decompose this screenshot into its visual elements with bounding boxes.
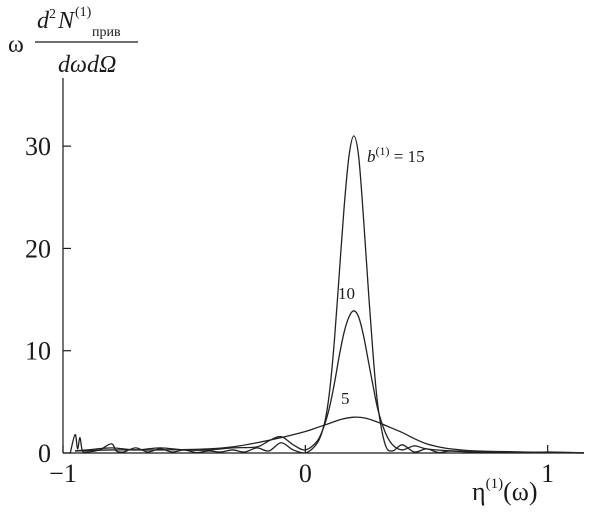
y-label-d: d <box>37 8 50 34</box>
y-tick-label: 0 <box>38 439 51 468</box>
annotation-b5: 5 <box>341 389 350 408</box>
annotation-b10: 10 <box>338 284 355 303</box>
y-axis-label: ω d2N(1) прив dωdΩ <box>8 5 138 78</box>
y-label-numerator: d2N(1) <box>37 5 92 34</box>
x-tick-label: 1 <box>541 459 554 488</box>
y-label-denominator: dωdΩ <box>58 52 116 78</box>
series-line-b15 <box>69 135 585 454</box>
annotation-b15-var: b <box>367 147 376 166</box>
x-tick-label: 0 <box>299 459 312 488</box>
y-tick-label: 30 <box>25 132 51 161</box>
y-label-sup: (1) <box>75 5 92 20</box>
annotation-b15-eq: = 15 <box>390 147 425 166</box>
x-label-sup: (1) <box>486 476 504 492</box>
annotation-b15: b(1) = 15 <box>367 144 425 166</box>
y-tick-label: 20 <box>25 234 51 263</box>
y-ticks: 0 10 20 30 <box>25 132 71 468</box>
y-label-N: N <box>57 8 76 34</box>
y-label-exp: 2 <box>49 7 56 22</box>
y-tick-label: 10 <box>25 337 51 366</box>
x-label-base: η <box>472 477 486 506</box>
x-axis-label: η(1)(ω) <box>472 476 538 506</box>
y-label-prefix: ω <box>8 32 24 58</box>
series-group <box>69 135 585 454</box>
x-label-suffix: (ω) <box>503 477 537 506</box>
x-ticks: −1 0 1 <box>49 445 554 488</box>
x-tick-label: −1 <box>49 459 77 488</box>
series-line-b10 <box>75 310 585 454</box>
series-line-b5 <box>75 416 585 454</box>
annotation-b15-sup: (1) <box>376 144 390 158</box>
y-label-sub: прив <box>92 25 121 40</box>
